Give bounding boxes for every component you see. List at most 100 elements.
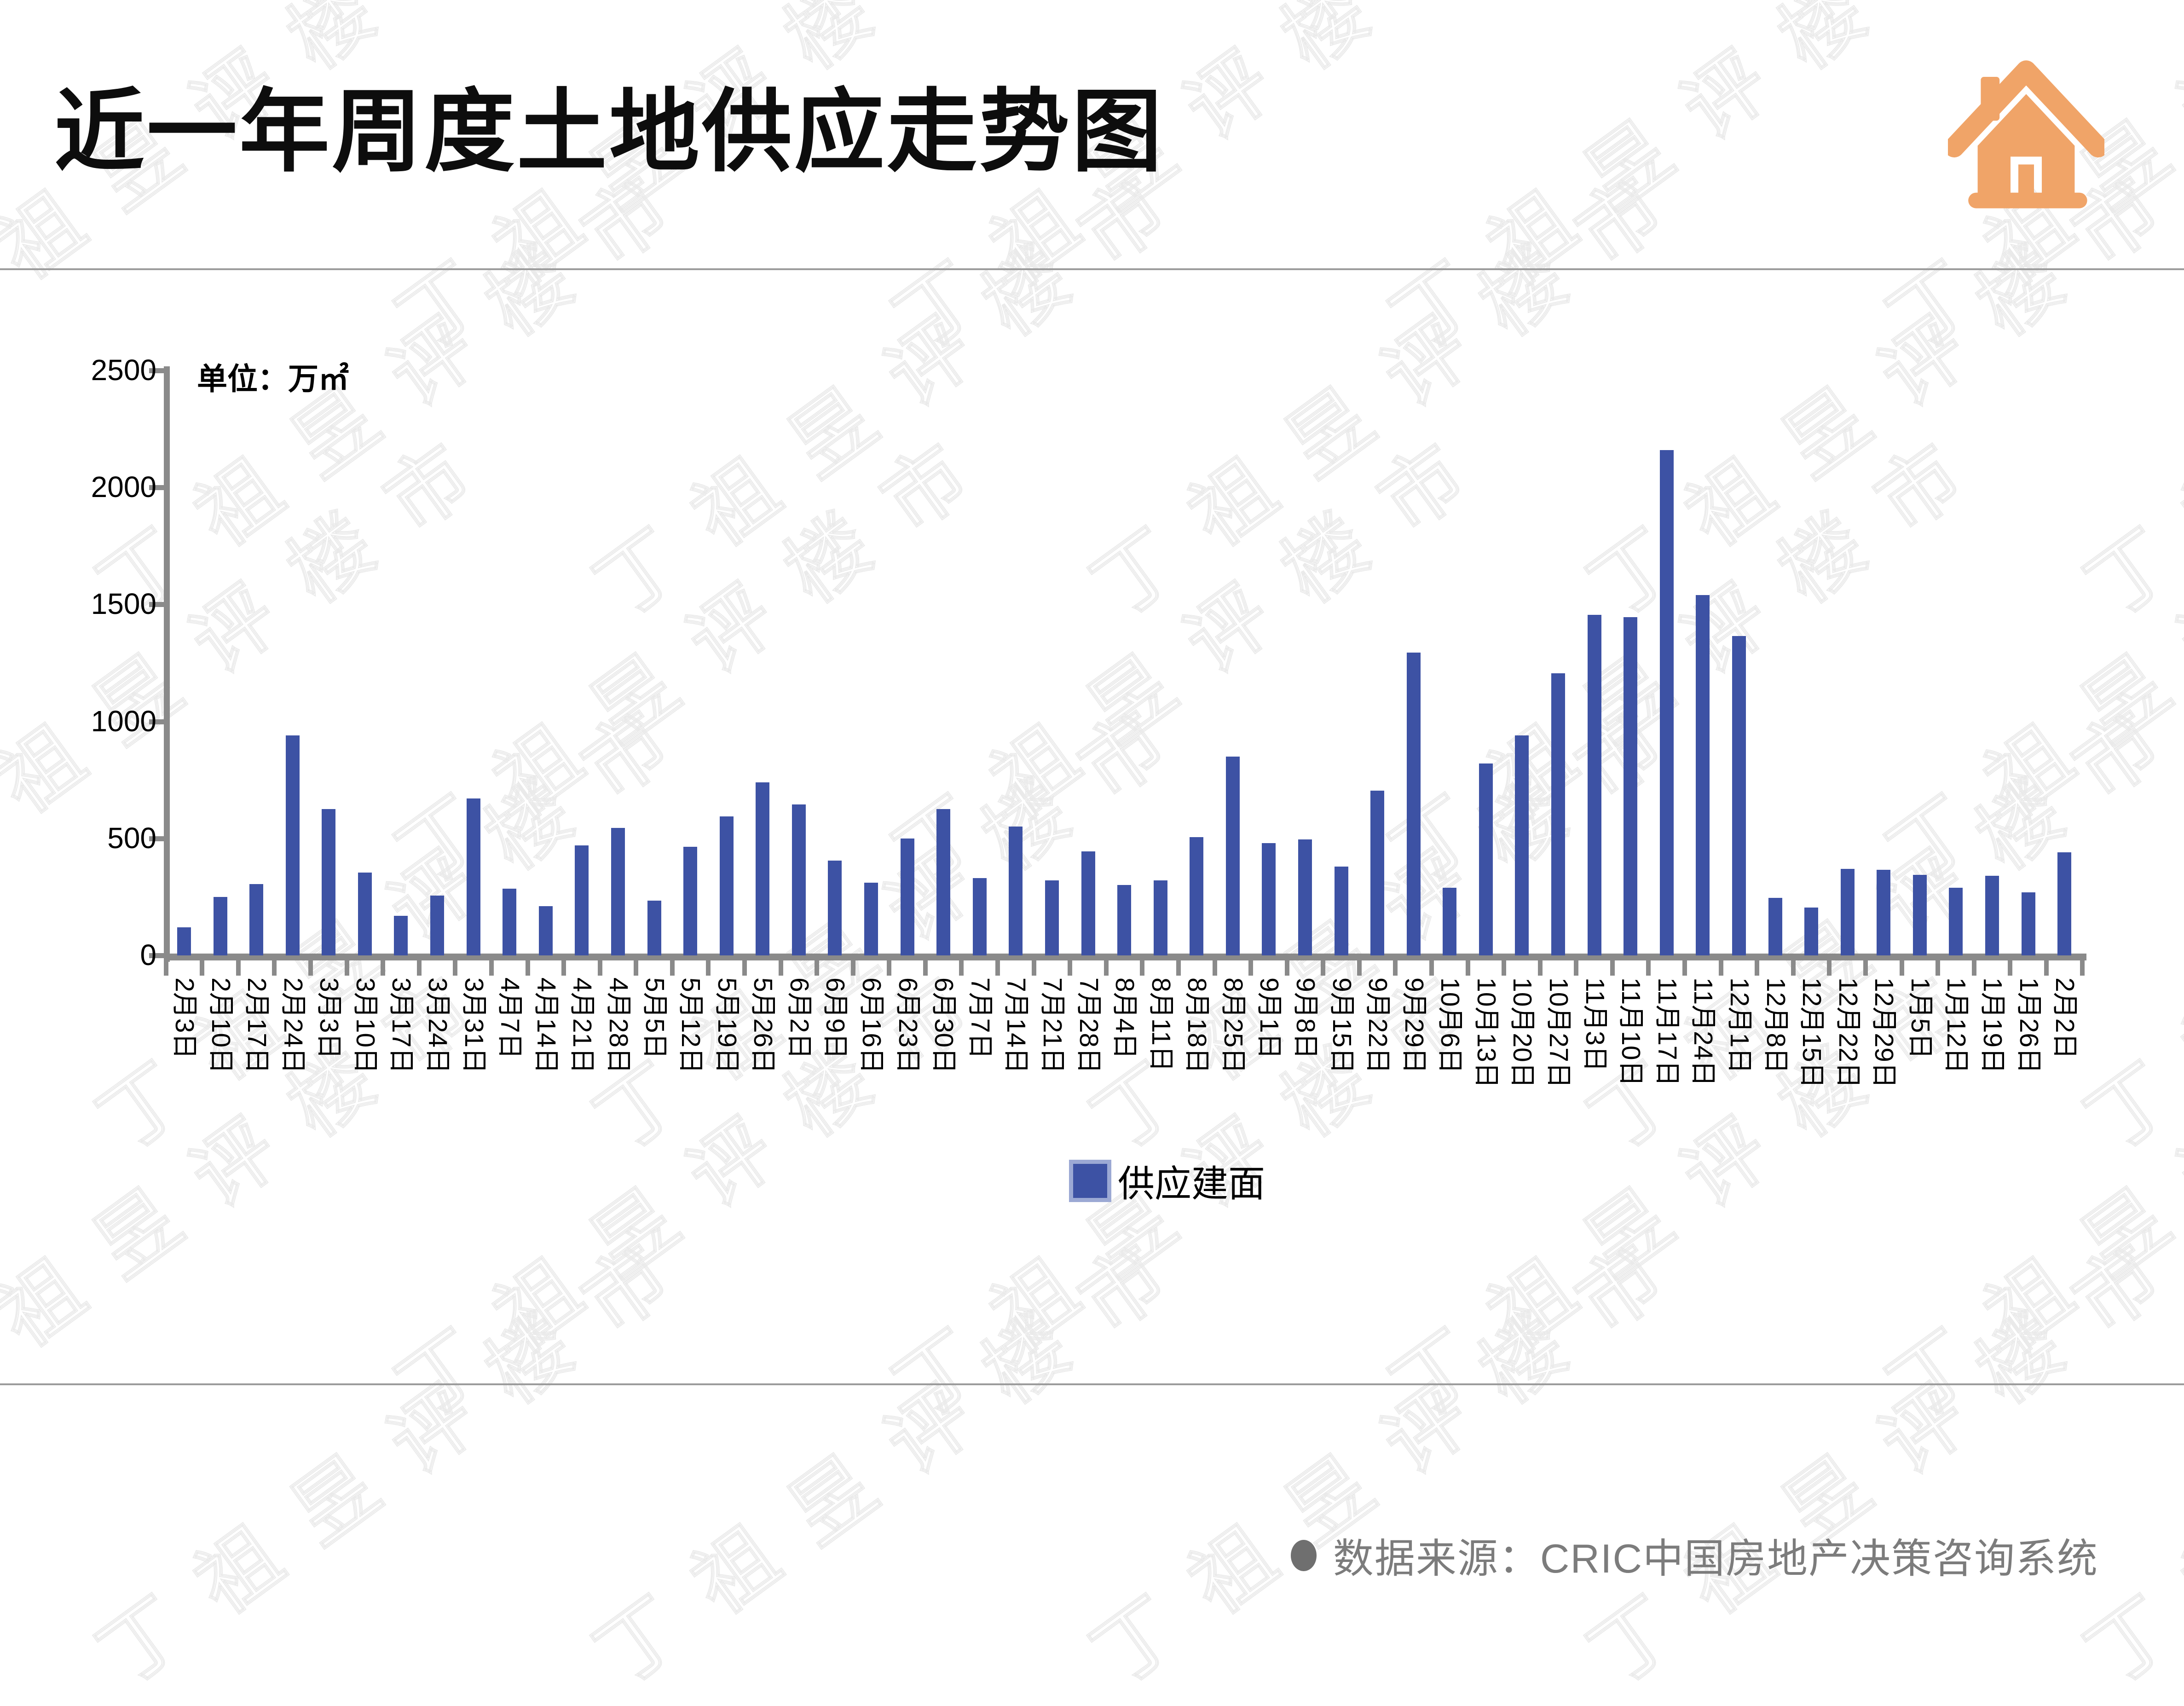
bar bbox=[1117, 885, 1132, 955]
x-tick bbox=[1176, 960, 1181, 976]
x-tick-label: 6月16日 bbox=[857, 977, 887, 1074]
x-tick bbox=[1248, 960, 1254, 976]
x-tick-label: 10月20日 bbox=[1508, 977, 1537, 1088]
x-tick bbox=[597, 960, 602, 976]
x-tick bbox=[1899, 960, 1904, 976]
x-tick-label: 5月26日 bbox=[748, 977, 778, 1074]
x-tick-label: 4月7日 bbox=[495, 977, 525, 1059]
x-tick bbox=[200, 960, 205, 976]
x-tick bbox=[1465, 960, 1470, 976]
x-tick bbox=[1321, 960, 1326, 976]
y-tick-label: 2500 bbox=[91, 353, 156, 387]
source-text: 数据来源：CRIC中国房地产决策咨询系统 bbox=[1333, 1536, 2098, 1581]
x-tick bbox=[670, 960, 675, 976]
x-tick bbox=[1646, 960, 1651, 976]
x-tick-label: 1月12日 bbox=[1941, 977, 1971, 1074]
x-tick bbox=[634, 960, 639, 976]
x-tick-label: 3月24日 bbox=[423, 977, 453, 1074]
legend-label: 供应建面 bbox=[1118, 1163, 1265, 1204]
bar bbox=[1624, 617, 1638, 955]
x-tick-label: 1月5日 bbox=[1905, 977, 1935, 1059]
x-tick-label: 2月2日 bbox=[2050, 977, 2080, 1059]
x-tick-label: 12月8日 bbox=[1761, 977, 1791, 1074]
x-tick bbox=[1971, 960, 1976, 976]
x-tick-label: 8月4日 bbox=[1110, 977, 1140, 1059]
x-tick-label: 2月17日 bbox=[242, 977, 272, 1074]
x-tick-label: 12月1日 bbox=[1724, 977, 1754, 1074]
x-tick bbox=[887, 960, 892, 976]
x-tick bbox=[995, 960, 1000, 976]
bar bbox=[1877, 870, 1891, 955]
bar bbox=[538, 906, 553, 955]
bar bbox=[792, 804, 806, 955]
x-tick bbox=[453, 960, 458, 976]
bar bbox=[1443, 888, 1457, 955]
bar bbox=[1225, 757, 1240, 955]
bar bbox=[1949, 888, 1963, 955]
bar bbox=[1985, 876, 1999, 955]
x-tick bbox=[1936, 960, 1941, 976]
x-tick-label: 8月18日 bbox=[1182, 977, 1212, 1074]
x-tick bbox=[525, 960, 530, 976]
x-tick-label: 4月28日 bbox=[603, 977, 633, 1074]
x-tick-label: 9月8日 bbox=[1290, 977, 1320, 1059]
x-tick bbox=[2080, 960, 2085, 976]
bar bbox=[936, 809, 951, 955]
x-tick bbox=[706, 960, 711, 976]
x-tick-label: 9月22日 bbox=[1363, 977, 1393, 1074]
y-tick-label: 1500 bbox=[91, 587, 156, 621]
y-tick bbox=[149, 836, 164, 841]
bar bbox=[1406, 653, 1421, 955]
x-tick-label: 4月14日 bbox=[531, 977, 561, 1074]
bar bbox=[285, 735, 300, 955]
x-tick-label: 6月9日 bbox=[820, 977, 850, 1059]
x-tick bbox=[778, 960, 783, 976]
bar bbox=[719, 816, 734, 955]
bar bbox=[1840, 869, 1855, 955]
x-tick bbox=[1682, 960, 1687, 976]
x-tick-label: 5月19日 bbox=[712, 977, 742, 1074]
x-tick-label: 3月31日 bbox=[459, 977, 489, 1074]
x-tick-label: 12月29日 bbox=[1869, 977, 1899, 1088]
bar bbox=[1912, 875, 1927, 955]
x-tick bbox=[1212, 960, 1217, 976]
bar bbox=[900, 839, 914, 955]
x-tick bbox=[272, 960, 277, 976]
bar bbox=[1370, 791, 1385, 955]
x-tick-label: 10月13日 bbox=[1471, 977, 1501, 1088]
x-tick bbox=[1863, 960, 1868, 976]
y-tick-label: 0 bbox=[140, 938, 156, 972]
y-tick bbox=[149, 602, 164, 607]
x-tick bbox=[1755, 960, 1760, 976]
x-tick-label: 2月24日 bbox=[278, 977, 308, 1074]
y-tick bbox=[149, 368, 164, 373]
page-title: 近一年周度土地供应走势图 bbox=[54, 81, 1165, 182]
bar bbox=[322, 809, 336, 955]
bar bbox=[611, 828, 625, 955]
x-tick bbox=[381, 960, 386, 976]
x-tick bbox=[416, 960, 422, 976]
x-tick-label: 12月22日 bbox=[1833, 977, 1863, 1088]
x-tick-label: 3月10日 bbox=[350, 977, 380, 1074]
bar bbox=[213, 897, 227, 955]
bar bbox=[1659, 450, 1674, 955]
bar bbox=[1587, 615, 1601, 955]
x-tick bbox=[742, 960, 747, 976]
x-tick-label: 2月10日 bbox=[206, 977, 236, 1074]
bar bbox=[430, 896, 445, 955]
x-tick bbox=[1502, 960, 1507, 976]
bar bbox=[1479, 763, 1493, 955]
x-tick bbox=[850, 960, 855, 976]
legend: 供应建面 bbox=[1069, 1154, 1265, 1208]
bullet-icon bbox=[1290, 1539, 1317, 1571]
bar bbox=[1696, 595, 1710, 955]
bar bbox=[2021, 892, 2035, 955]
x-tick bbox=[1574, 960, 1579, 976]
x-tick-label: 11月10日 bbox=[1616, 977, 1646, 1087]
bar bbox=[358, 873, 372, 955]
x-tick-label: 10月27日 bbox=[1544, 977, 1574, 1088]
unit-label: 单位：万㎡ bbox=[197, 362, 349, 396]
y-tick-label: 1000 bbox=[91, 704, 156, 738]
bar bbox=[249, 884, 264, 955]
y-tick-label: 2000 bbox=[91, 470, 156, 504]
